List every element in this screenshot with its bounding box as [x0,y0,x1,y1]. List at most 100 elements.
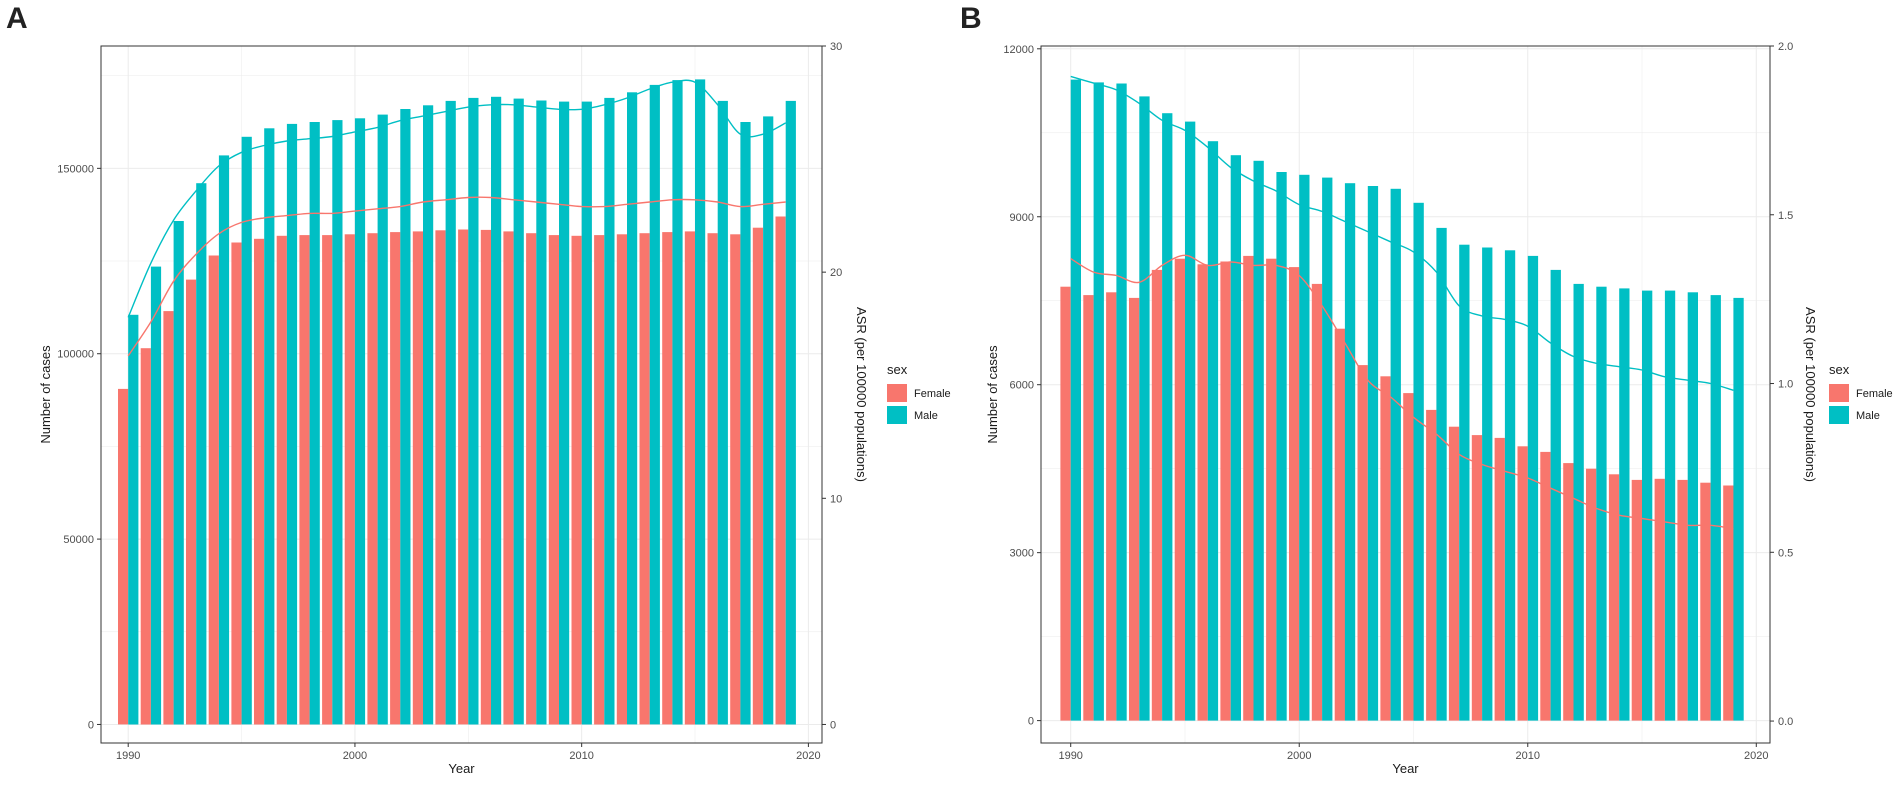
asr-lines [1070,75,1734,530]
bar-female-2005 [1403,393,1414,721]
bar-female-2014 [1608,474,1620,721]
bar-female-2006 [480,229,491,725]
bar-male-2001 [1322,177,1333,721]
bar-male-1990 [1070,79,1081,721]
bar-female-2001 [367,233,378,725]
bar-female-1998 [299,235,310,725]
bar-male-1996 [1207,141,1219,721]
bar-female-2001 [1311,283,1323,721]
bar-female-1993 [1129,297,1140,721]
legend-title: sex [1829,362,1850,377]
bar-male-2013 [649,84,660,725]
bar-male-2016 [717,100,728,725]
bar-male-2010 [1527,255,1539,721]
y-tick-label: 3000 [1010,548,1034,560]
bar-male-2015 [695,79,706,725]
bar-female-2015 [684,231,695,725]
bar-male-1992 [1116,83,1127,721]
bar-male-2007 [1459,244,1470,721]
asr-line-male [127,79,787,318]
bar-female-2004 [1380,376,1391,721]
bar-male-2004 [445,100,456,725]
bar-female-2018 [752,227,763,725]
bar-female-2012 [616,234,627,725]
y2-tick-label: 2.0 [1778,41,1793,53]
bar-male-2010 [581,101,592,725]
bar-female-2003 [412,231,423,725]
bar-male-2005 [468,97,479,725]
bar-male-1997 [1230,155,1241,721]
legend: sex Female Male [1829,362,1893,424]
bar-male-1995 [241,136,252,725]
bar-male-2017 [740,122,751,725]
bar-male-1999 [332,120,343,725]
x-tick-label: 1990 [1058,750,1082,762]
bar-female-2008 [1471,435,1483,721]
bar-female-2011 [1540,451,1551,721]
bar-male-1995 [1185,121,1196,721]
bar-female-2008 [526,233,537,725]
y-tick-label: 9000 [1010,212,1034,224]
panel-a: A 1990 2000 2010 2020 0 50000 100000 150000 0 10 2… [6,2,951,776]
y-tick-label: 12000 [1003,44,1034,56]
bar-female-1991 [140,348,151,725]
x-tick-label: 2020 [796,750,820,762]
bar-female-1998 [1243,255,1254,721]
y2-tick-label: 1.5 [1778,210,1793,222]
bar-female-2019 [1723,485,1734,721]
y-axis-title: Number of cases [38,345,53,444]
bar-female-2010 [1517,446,1528,721]
bar-male-2016 [1664,290,1676,721]
bar-female-2003 [1357,365,1368,721]
bar-male-2006 [491,96,502,725]
bar-male-2008 [536,100,547,725]
bar-female-2000 [1289,267,1300,721]
bar-male-2002 [400,109,411,725]
bar-female-2004 [435,230,446,725]
bar-female-2002 [1334,328,1345,721]
bar-male-2003 [423,105,434,725]
bar-male-1993 [1139,96,1150,721]
legend-label-female: Female [914,388,951,400]
bar-male-2018 [1710,295,1721,721]
bar-male-2004 [1390,188,1401,721]
bar-male-2011 [1550,269,1561,721]
bar-female-2017 [730,234,741,725]
bar-female-2013 [639,233,650,725]
bar-male-2012 [1573,283,1584,721]
legend-label-male: Male [914,410,938,422]
bar-male-2008 [1482,247,1493,721]
y2-axis-title: ASR (per 100000 populations) [854,307,869,482]
bar-female-2002 [390,232,401,725]
y2-tick-label: 0.0 [1778,716,1793,728]
y2-tick-label: 30 [830,41,842,53]
bar-male-2001 [377,114,388,725]
bar-female-1995 [1174,258,1185,721]
bar-male-2005 [1413,202,1424,721]
bar-male-2011 [604,97,615,725]
bar-male-1998 [309,122,320,725]
bar-female-1999 [1266,258,1277,721]
bar-female-2005 [458,229,469,725]
bar-female-2011 [594,235,605,725]
y-tick-label: 100000 [57,349,94,361]
bar-female-1992 [163,311,174,725]
x-axis-title: Year [448,761,475,776]
plot-frame [100,45,823,744]
y2-tick-label: 10 [830,493,842,505]
y-tick-label: 6000 [1010,380,1034,392]
bar-female-1997 [1220,261,1231,721]
y2-tick-label: 0.5 [1778,547,1793,559]
bar-male-2003 [1367,186,1379,721]
bar-female-1990 [1060,286,1071,721]
bar-male-2015 [1642,290,1653,721]
bar-male-1994 [218,155,230,725]
bar-male-2013 [1596,286,1607,721]
bar-male-2000 [1299,174,1310,721]
bar-female-2016 [1654,478,1665,721]
legend-key-female [887,384,907,402]
panel-letter: A [6,2,28,35]
bar-female-1995 [231,242,242,725]
bar-female-2015 [1631,479,1642,721]
legend-key-female [1829,384,1849,402]
